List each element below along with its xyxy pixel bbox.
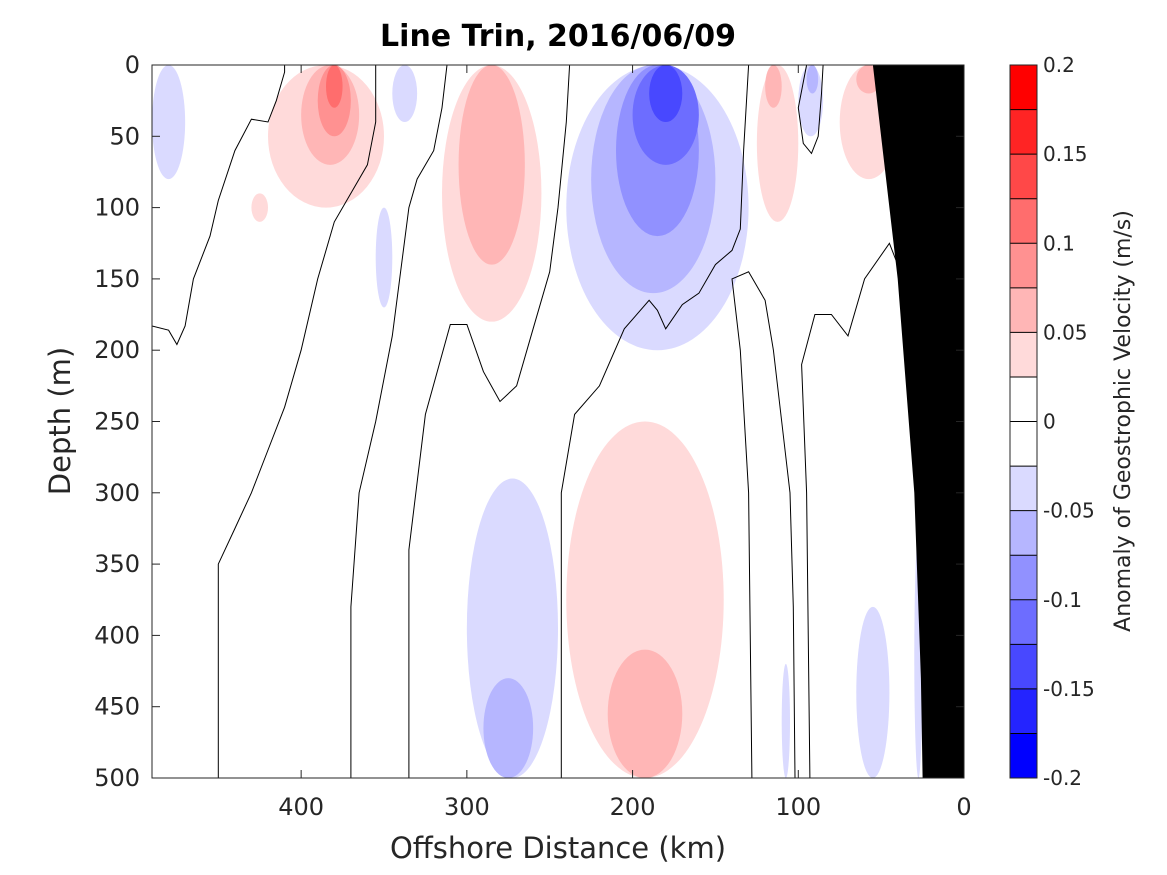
- velocity-cell-6: [375, 207, 393, 308]
- x-tick-label: 400: [278, 793, 324, 821]
- velocity-cell-14: [649, 65, 683, 123]
- y-tick-label: 150: [94, 265, 140, 293]
- y-tick-label: 100: [94, 194, 140, 222]
- velocity-cell-24: [566, 421, 724, 778]
- colorbar-tick-label: -0.05: [1043, 499, 1095, 523]
- zero-contour-4: [560, 65, 750, 778]
- x-tick-label: 300: [444, 793, 490, 821]
- colorbar-frame: [1009, 64, 1038, 779]
- colorbar-segment-8: [1010, 376, 1037, 422]
- colorbar-segment-3: [1010, 599, 1037, 645]
- velocity-cell-7: [392, 65, 418, 123]
- colorbar-segment-6: [1010, 466, 1037, 511]
- colorbar-tick-label: -0.15: [1043, 677, 1095, 701]
- zero-contour-5: [731, 271, 796, 778]
- colorbar-title: Anomaly of Geostrophic Velocity (m/s): [1111, 210, 1136, 632]
- colorbar-segment-4: [1010, 555, 1037, 600]
- zero-contour-3: [408, 65, 571, 778]
- colorbar-tick-label: 0.2: [1043, 53, 1075, 77]
- colorbar-tick-label: -0.2: [1043, 766, 1082, 790]
- colorbar-segment-14: [1010, 109, 1037, 155]
- velocity-cell-23: [483, 678, 534, 778]
- y-tick-label: 300: [94, 479, 140, 507]
- velocity-cell-16: [765, 65, 782, 108]
- colorbar-segment-2: [1010, 644, 1037, 689]
- colorbar-segment-0: [1010, 733, 1037, 778]
- colorbar-segment-12: [1010, 198, 1037, 244]
- chart-title: Line Trin, 2016/06/09: [380, 19, 736, 54]
- x-axis-title: Offshore Distance (km): [390, 831, 726, 865]
- colorbar-segment-9: [1010, 332, 1037, 377]
- colorbar-segment-10: [1010, 287, 1037, 333]
- colorbar-segment-5: [1010, 510, 1037, 556]
- colorbar-segment-11: [1010, 243, 1037, 288]
- y-tick-label: 200: [94, 336, 140, 364]
- velocity-cell-0: [152, 65, 186, 180]
- velocity-cell-1: [251, 193, 268, 222]
- velocity-cell-18: [806, 65, 819, 94]
- velocity-cell-5: [326, 65, 343, 108]
- velocity-cell-9: [458, 65, 525, 265]
- y-axis: 0 50 100 150 200 250 300 350 400 450 500: [94, 51, 964, 792]
- y-tick-label: 450: [94, 693, 140, 721]
- colorbar-segment-15: [1010, 65, 1037, 110]
- zero-contour-0: [152, 65, 286, 346]
- colorbar-tick-label: 0.1: [1043, 231, 1075, 255]
- y-tick-label: 500: [94, 764, 140, 792]
- colorbar-tick-label: -0.1: [1043, 588, 1082, 612]
- colorbar: -0.2 -0.15 -0.1 -0.05 0 0.05 0.1 0.15 0.2: [1009, 53, 1095, 790]
- colorbar-segment-1: [1010, 688, 1037, 734]
- y-tick-label: 400: [94, 621, 140, 649]
- zero-contour-1: [217, 65, 377, 778]
- x-tick-label: 100: [775, 793, 821, 821]
- zero-contour-2: [350, 65, 448, 778]
- y-tick-label: 350: [94, 550, 140, 578]
- colorbar-tick-label: 0: [1043, 410, 1056, 434]
- velocity-cell-25: [607, 649, 683, 778]
- x-tick-label: 0: [956, 793, 971, 821]
- colorbar-segment-7: [1010, 421, 1037, 467]
- velocity-cell-15: [756, 65, 799, 222]
- velocity-cell-26: [781, 663, 790, 778]
- seafloor-layer: [872, 65, 964, 778]
- y-axis-title: Depth (m): [43, 347, 77, 495]
- y-tick-label: 50: [109, 122, 140, 150]
- seafloor-wedge: [872, 65, 964, 778]
- x-tick-label: 200: [610, 793, 656, 821]
- colorbar-segment-13: [1010, 154, 1037, 199]
- velocity-cell-27: [856, 606, 890, 778]
- zero-contour-6: [797, 65, 824, 155]
- velocity-fill-layer: [152, 65, 940, 778]
- colorbar-tick-label: 0.15: [1043, 142, 1088, 166]
- colorbar-tick-label: 0.05: [1043, 320, 1088, 344]
- y-tick-label: 250: [94, 408, 140, 436]
- y-tick-label: 0: [125, 51, 140, 79]
- x-axis: 400 300 200 100 0: [278, 65, 972, 821]
- plot-area: [152, 65, 964, 778]
